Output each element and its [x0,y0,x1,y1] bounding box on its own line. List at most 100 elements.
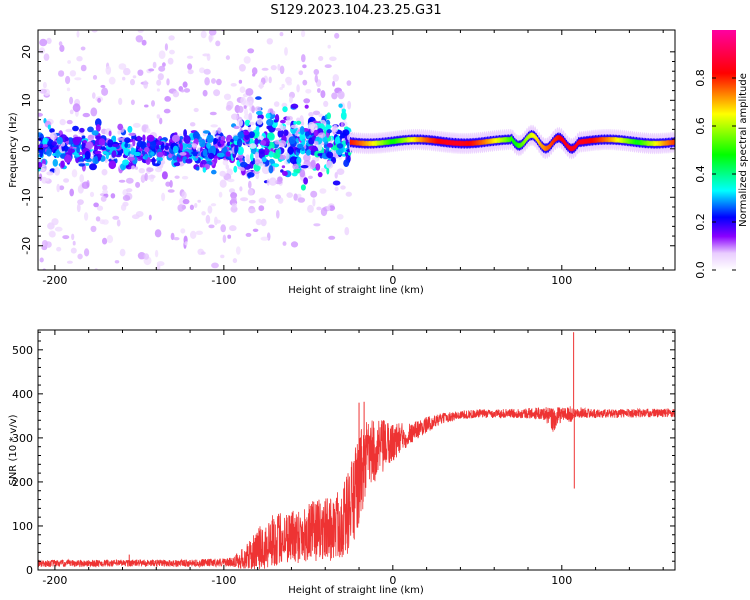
heatmap-cell [79,127,85,133]
heatmap-cell [421,136,424,143]
heatmap-cell [451,140,454,146]
heatmap-cell [260,218,267,227]
heatmap-cell [72,103,81,113]
heatmap-cell [320,167,326,172]
heatmap-cell [125,302,132,306]
heatmap-cell [437,138,439,145]
heatmap-cell [458,140,461,147]
heatmap-cell [59,118,66,126]
spectrogram-y-tick-label: -20 [20,237,33,255]
heatmap-cell [58,306,63,312]
heatmap-cell [164,96,172,102]
heatmap-cell [76,146,80,154]
heatmap-cell [644,140,646,146]
heatmap-cell [69,96,74,105]
heatmap-cell [181,175,189,180]
heatmap-cell [256,117,263,125]
heatmap-cell [252,228,259,232]
heatmap-cell [137,69,144,76]
heatmap-cell [576,140,579,147]
heatmap-cell [76,30,80,38]
heatmap-cell [297,143,304,149]
heatmap-cell [222,234,227,243]
heatmap-cell [98,138,106,146]
heatmap-cell [547,144,549,151]
heatmap-cell [122,76,126,81]
heatmap-cell [66,17,69,20]
heatmap-cell [220,224,226,233]
heatmap-cell [236,138,243,148]
heatmap-cell [665,140,668,146]
heatmap-cell [541,143,543,150]
heatmap-cell [641,139,644,146]
heatmap-cell [546,145,548,152]
heatmap-cell [109,292,113,299]
heatmap-cell [68,299,74,307]
heatmap-cell [208,34,213,43]
heatmap-cell [107,139,114,148]
heatmap-cell [136,135,141,141]
heatmap-cell [207,205,213,214]
heatmap-cell [301,54,306,63]
heatmap-cell [46,37,52,45]
colorbar-label: Normalized spectral amplitude [738,73,749,227]
heatmap-cell [606,136,608,143]
heatmap-cell [645,140,648,147]
heatmap-cell [286,81,293,86]
heatmap-cell [55,150,61,158]
heatmap-cell [166,78,170,86]
heatmap-cell [39,149,44,158]
heatmap-cell [326,151,334,159]
heatmap-cell [340,111,347,120]
heatmap-cell [144,104,149,108]
heatmap-cell [261,156,267,163]
heatmap-cell [183,296,187,305]
heatmap-cell [289,96,293,104]
heatmap-cell [39,38,48,47]
heatmap-cell [162,62,166,67]
heatmap-cell [510,135,513,142]
heatmap-cell [490,138,493,145]
heatmap-cell [508,136,510,143]
heatmap-cell [97,97,101,103]
heatmap-cell [276,210,280,219]
colorbar-gradient [712,30,736,270]
heatmap-cell [130,99,135,106]
heatmap-cell [146,167,154,172]
heatmap-cell [513,138,515,145]
heatmap-cell [95,135,102,140]
heatmap-cell [300,184,306,191]
colorbar-tick-label: 0.2 [694,213,707,231]
heatmap-cell [192,153,198,157]
heatmap-cell [156,151,164,158]
heatmap-cell [340,121,344,128]
heatmap-cell [378,140,380,146]
heatmap-cell [336,214,344,220]
heatmap-cell [305,89,312,94]
heatmap-cell [111,143,119,148]
heatmap-cell [243,131,250,136]
heatmap-cell [337,90,345,100]
heatmap-cell [549,142,552,149]
heatmap-cell [530,132,533,139]
heatmap-cell [66,87,71,92]
spectrogram-frame [37,29,676,271]
heatmap-cell [375,140,378,147]
heatmap-cell [640,139,643,146]
heatmap-cell [229,225,237,232]
heatmap-cell [69,70,77,77]
heatmap-cell [101,87,109,96]
heatmap-cell [100,195,107,202]
heatmap-cell [102,219,109,225]
heatmap-cell [238,79,243,84]
heatmap-cell [387,139,390,146]
heatmap-cell [483,139,486,145]
heatmap-cell [87,126,94,133]
heatmap-cell [140,284,146,290]
heatmap-cell [268,165,274,174]
heatmap-cell [211,78,216,84]
heatmap-cell [282,170,288,176]
heatmap-cell [296,120,302,125]
heatmap-cell [542,144,545,151]
heatmap-cell [388,139,391,145]
